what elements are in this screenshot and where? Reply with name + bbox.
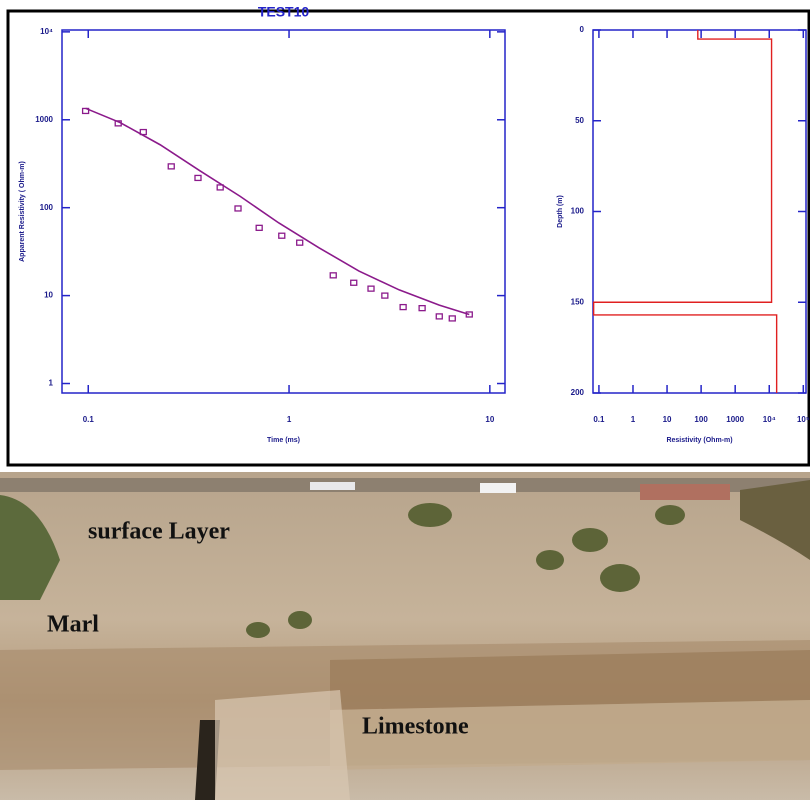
x-tick-label: 1000 <box>726 415 744 424</box>
x-tick-label: 10⁵ <box>797 415 810 424</box>
y-tick-label: 100 <box>571 207 585 216</box>
x-tick-label: 1 <box>631 415 636 424</box>
x-tick-label: 1 <box>287 415 292 424</box>
y-axis-label: Apparent Resistivity ( Ohm-m) <box>19 161 26 262</box>
photo: surface Layer Marl Limestone <box>0 472 810 800</box>
photo-label: Limestone <box>362 714 469 740</box>
x-tick-label: 10 <box>663 415 672 424</box>
x-axis-label: Resistivity (Ohm-m) <box>666 437 732 444</box>
y-tick-label: 10 <box>44 291 53 300</box>
y-tick-label: 150 <box>571 297 585 306</box>
photo-label: surface Layer <box>88 519 230 545</box>
x-tick-label: 10 <box>485 415 494 424</box>
figure: 0.1110110100100010⁴Time (ms)Apparent Res… <box>0 0 810 800</box>
photo-label: Marl <box>47 612 99 638</box>
y-axis-label: Depth (m) <box>557 195 564 228</box>
x-tick-label: 10⁴ <box>763 415 776 424</box>
x-tick-label: 0.1 <box>593 415 605 424</box>
y-tick-label: 10⁴ <box>40 27 53 36</box>
y-tick-label: 100 <box>40 203 54 212</box>
y-tick-label: 200 <box>571 388 585 397</box>
chart-title: TEST10 <box>258 4 310 20</box>
x-axis-label: Time (ms) <box>267 437 300 444</box>
x-tick-label: 100 <box>694 415 708 424</box>
chart-panel <box>8 11 809 465</box>
y-tick-label: 1000 <box>35 115 53 124</box>
x-tick-label: 0.1 <box>83 415 95 424</box>
y-tick-label: 0 <box>580 25 585 34</box>
y-tick-label: 1 <box>49 379 54 388</box>
y-tick-label: 50 <box>575 116 584 125</box>
